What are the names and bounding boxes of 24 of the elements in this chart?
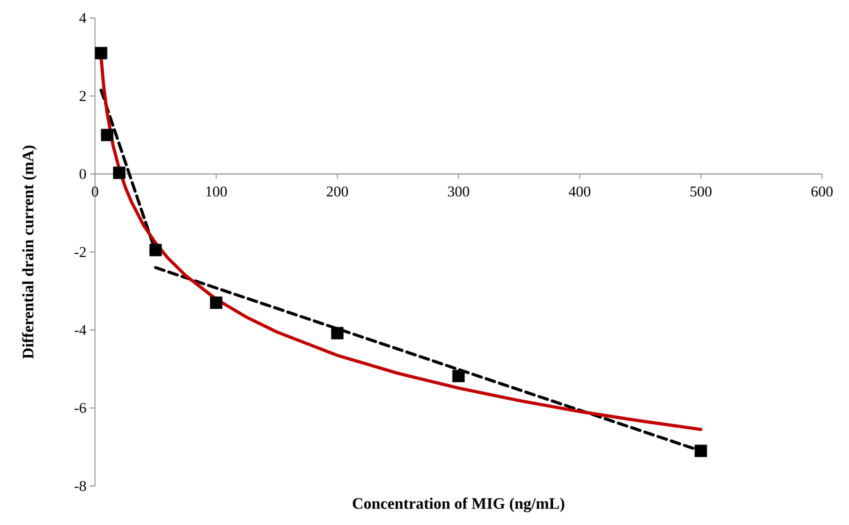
point (331, 326, 344, 340)
x-tick-label: 100 (206, 186, 227, 197)
point (100, 128, 114, 142)
y-tick-label: 4 (79, 13, 86, 23)
point (452, 370, 465, 382)
point (149, 244, 162, 256)
y-axis-title: Differential drain current (mA) (22, 146, 37, 359)
x-tick-label: 600 (811, 186, 833, 197)
y-tick-label: 0 (80, 168, 86, 180)
x-tick-label: 200 (326, 186, 348, 197)
y-tick-label: -6 (74, 402, 86, 414)
point (113, 166, 126, 180)
x-tick-label: 0 (92, 186, 98, 197)
point (210, 296, 222, 309)
y-tick-label: 2 (80, 91, 86, 101)
point (694, 444, 708, 458)
x-tick-label: 400 (568, 186, 590, 197)
point (94, 46, 108, 60)
x-tick-label: 500 (690, 186, 712, 197)
y-tick-label: -2 (74, 247, 86, 257)
y-tick-label: -8 (74, 480, 86, 492)
x-axis-title: Concentration of MIG (ng/mL) (352, 497, 564, 512)
x-tick-label: 300 (448, 186, 470, 197)
y-tick-label: -4 (74, 325, 86, 335)
